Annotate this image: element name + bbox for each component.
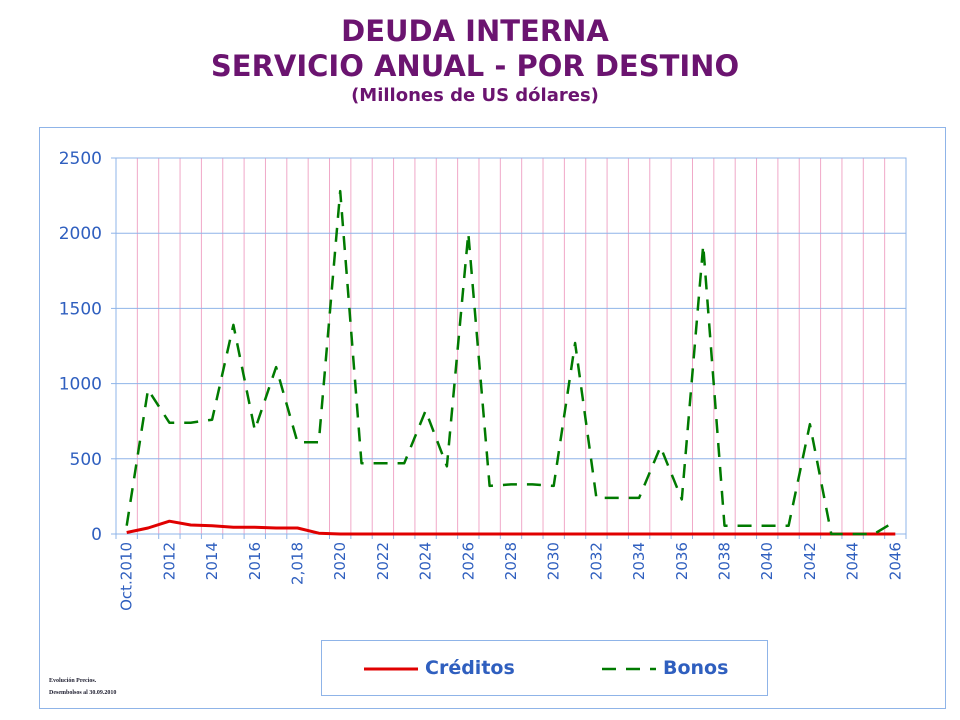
series-line-creditos xyxy=(126,519,896,536)
footnote-line-1: Evolución Precios. xyxy=(49,678,97,684)
footnote-line-2: Desembolsos al 30.09.2010 xyxy=(49,690,117,696)
x-tick-label: 2012 xyxy=(160,542,178,580)
chart-title: DEUDA INTERNA SERVICIO ANUAL - POR DESTI… xyxy=(0,14,950,108)
x-tick-label: 2,018 xyxy=(288,542,306,585)
title-units: (Millones de US dólares) xyxy=(351,85,599,106)
legend: Créditos Bonos xyxy=(321,640,768,696)
x-tick-label: 2016 xyxy=(246,542,264,580)
x-tick-label: 2046 xyxy=(886,542,904,580)
x-tick-label: 2014 xyxy=(203,542,221,580)
x-tick-label: 2042 xyxy=(801,542,819,580)
legend-swatches xyxy=(364,667,656,671)
x-tick-label: 2040 xyxy=(758,542,776,580)
series-line-bonos xyxy=(125,189,896,536)
y-tick-label: 1500 xyxy=(59,299,102,319)
x-tick-label: 2028 xyxy=(502,542,520,580)
x-tick-label: 2022 xyxy=(374,542,392,580)
x-tick-label: 2034 xyxy=(630,542,648,580)
x-tick-label: 2044 xyxy=(844,542,862,580)
x-tick-label: 2038 xyxy=(716,542,734,580)
x-tick-label: 2024 xyxy=(417,542,435,580)
y-tick-label: 1000 xyxy=(59,375,102,395)
title-line-1: DEUDA INTERNA xyxy=(341,14,609,48)
title-line-2: SERVICIO ANUAL - POR DESTINO xyxy=(210,49,740,83)
y-tick-label: 0 xyxy=(91,525,102,545)
y-tick-label: 2500 xyxy=(59,149,102,169)
x-tick-label: 2020 xyxy=(331,542,349,580)
plot-area-border xyxy=(115,157,907,535)
legend-label-bonos: Bonos xyxy=(663,657,729,679)
y-tick-label: 500 xyxy=(70,450,102,470)
legend-label-creditos: Créditos xyxy=(425,657,515,679)
x-tick-label: Oct.2010 xyxy=(118,542,136,611)
x-tick-label: 2036 xyxy=(673,542,691,580)
chart-area-frame xyxy=(39,127,946,709)
x-tick-label: 2030 xyxy=(545,542,563,580)
y-tick-label: 2000 xyxy=(59,224,102,244)
x-tick-label: 2026 xyxy=(459,542,477,580)
x-tick-label: 2032 xyxy=(587,542,605,580)
